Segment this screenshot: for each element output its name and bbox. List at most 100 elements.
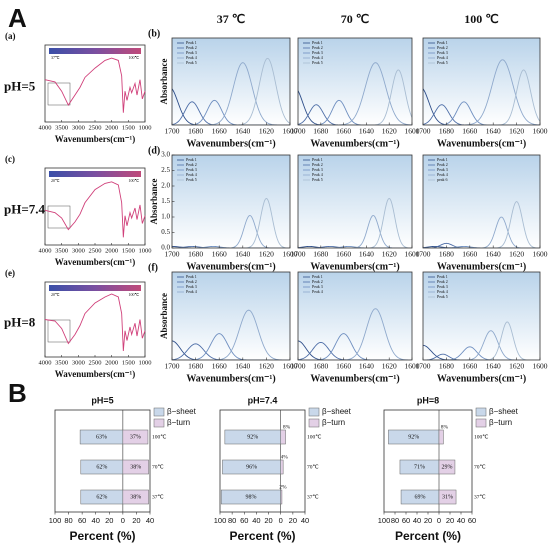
x-tick-label: 1620 (509, 127, 524, 136)
x-tick-label: 1600 (283, 362, 298, 371)
x-axis-label: Wavenumbers(cm⁻¹) (437, 261, 526, 272)
x-tick-label: 1000 (139, 247, 152, 254)
x-tick-label: 1620 (259, 362, 274, 371)
value-label: 8% (283, 424, 291, 430)
x-tick-label: 100 (49, 516, 62, 525)
chart-title: pH=7.4 (248, 395, 278, 405)
spectrum-line (44, 293, 146, 352)
plot-frame (422, 37, 541, 126)
legend-label: Peak 2 (186, 162, 197, 167)
x-tick-label: 1600 (283, 250, 298, 259)
legend-label: Peak 2 (312, 162, 323, 167)
x-axis-label: Wavenumbers(cm⁻¹) (55, 369, 135, 379)
row-label: pH=7.4 (4, 201, 45, 216)
legend-label: Peak 3 (312, 50, 323, 55)
row-label: pH=5 (4, 78, 36, 93)
x-tick-label: 40 (301, 516, 309, 525)
x-axis-label: Wavenumbers(cm⁻¹) (186, 261, 275, 272)
x-tick-label: 1660 (336, 127, 351, 136)
spectrum-line (44, 57, 146, 113)
x-tick-label: 4000 (39, 124, 52, 131)
x-tick-label: 2000 (105, 359, 118, 366)
legend-label: Peak 1 (312, 274, 323, 279)
peak-curve (298, 245, 412, 248)
x-tick-label: 40 (146, 516, 154, 525)
x-tick-label: 1680 (188, 362, 203, 371)
colorbar (49, 48, 141, 54)
value-label: 2% (279, 484, 287, 490)
y-tick-label: 2.0 (161, 182, 170, 190)
y-tick-label: 1.0 (161, 213, 170, 221)
x-tick-label: 1600 (405, 362, 420, 371)
x-tick-label: 1680 (439, 127, 454, 136)
x-tick-label: 4000 (39, 359, 52, 366)
x-tick-label: 1660 (462, 362, 477, 371)
legend-swatch (153, 407, 165, 417)
x-tick-label: 1500 (122, 247, 135, 254)
y-tick-label: 3.0 (161, 151, 170, 159)
x-tick-label: 1680 (188, 250, 203, 259)
x-tick-label: 1700 (165, 362, 180, 371)
x-tick-label: 1700 (416, 127, 431, 136)
x-tick-label: 1620 (382, 362, 397, 371)
x-tick-label: 1660 (336, 250, 351, 259)
peak-curve (298, 341, 412, 360)
plot-area (298, 272, 412, 360)
x-tick-label: 60 (468, 516, 476, 525)
peak-curve (172, 309, 290, 360)
column-title: 70 ℃ (341, 12, 369, 26)
x-tick-label: 40 (252, 516, 260, 525)
x-tick-label: 60 (240, 516, 248, 525)
peak-curve (298, 245, 412, 248)
x-tick-label: 20 (105, 516, 113, 525)
plot-area (423, 272, 540, 360)
legend-label: Peak 3 (186, 167, 197, 172)
bar-segment (438, 459, 456, 475)
peak-curve (423, 242, 540, 248)
row-label: pH=8 (4, 314, 36, 329)
bar-segment (280, 489, 283, 505)
legend-label: Peak 1 (186, 40, 197, 45)
legend-label: Peak 1 (437, 157, 448, 162)
x-tick-label: 1000 (139, 124, 152, 131)
peak-curve (298, 62, 412, 125)
x-axis-label: Wavenumbers(cm⁻¹) (55, 134, 135, 144)
legend-label: Peak 5 (312, 177, 323, 182)
x-axis-label: Percent (%) (229, 529, 295, 543)
x-tick-label: 3000 (72, 124, 85, 131)
bar-segment (280, 459, 284, 475)
legend-label: Peak 2 (186, 279, 197, 284)
x-tick-label: 1500 (122, 359, 135, 366)
peak-curve (423, 59, 540, 125)
colorbar-label: 100℃ (129, 178, 140, 183)
x-tick-label: 1600 (405, 250, 420, 259)
category-label: 70℃ (307, 464, 320, 470)
x-tick-label: 100 (378, 516, 391, 525)
x-tick-label: 1600 (533, 127, 548, 136)
panel-label: B (8, 378, 27, 408)
peak-curve (298, 197, 412, 248)
legend-label: Peak 2 (437, 279, 448, 284)
peak-curve (423, 344, 540, 360)
colorbar (49, 285, 141, 291)
panel-tag: (e) (5, 268, 15, 278)
x-axis-label: Percent (%) (395, 529, 461, 543)
legend-label: Peak 5 (312, 60, 323, 65)
category-label: 37℃ (152, 494, 165, 500)
plot-frame (422, 154, 541, 249)
bar-segment (122, 459, 149, 475)
inset (47, 319, 71, 343)
bar-segment (438, 489, 457, 505)
x-tick-label: 2500 (89, 247, 102, 254)
x-tick-label: 1500 (122, 124, 135, 131)
x-tick-label: 100 (214, 516, 227, 525)
peak-curve (298, 90, 412, 125)
plot-area (44, 167, 146, 246)
legend-swatch (308, 407, 320, 417)
plot-frame (171, 271, 291, 361)
x-axis-label: Wavenumbers(cm⁻¹) (55, 257, 135, 267)
chart-title: pH=8 (417, 395, 439, 405)
legend-label: Peak 1 (186, 274, 197, 279)
legend-swatch (475, 418, 487, 428)
